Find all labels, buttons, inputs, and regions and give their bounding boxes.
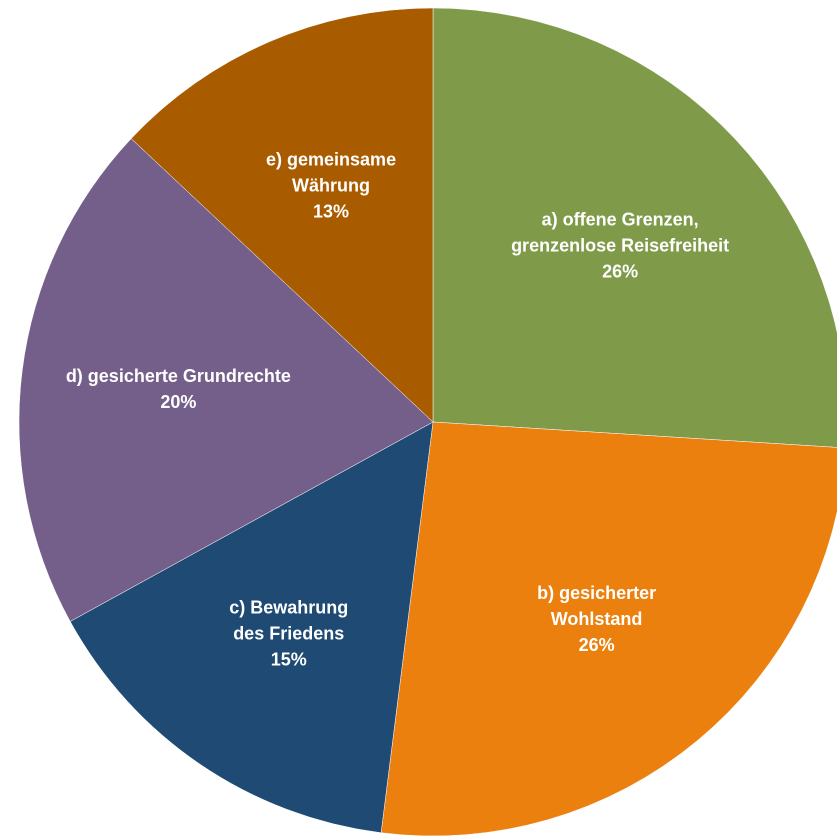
slice-value-label: 20% bbox=[160, 392, 196, 412]
slice-category-line: e) gemeinsame bbox=[266, 149, 396, 169]
slice-category: a) offene Grenzen, grenzenlose Reisefreih… bbox=[511, 209, 729, 255]
slice-category-line: des Friedens bbox=[233, 623, 344, 643]
pie-slice bbox=[130, 7, 434, 423]
pie-slice bbox=[69, 421, 434, 834]
slice-value-label: 13% bbox=[313, 201, 349, 221]
slice-category-line: a) offene Grenzen, bbox=[542, 209, 699, 229]
pie-slice bbox=[380, 421, 837, 837]
slice-label: e) gemeinsame Währung 13% bbox=[266, 149, 396, 221]
slice-category-line: b) gesicherter bbox=[537, 583, 656, 603]
slice-category: e) gemeinsame Währung bbox=[266, 149, 396, 195]
pie-slice bbox=[18, 138, 434, 622]
slice-category-line: Währung bbox=[292, 175, 370, 195]
slice-category-line: Wohlstand bbox=[551, 609, 643, 629]
slice-category-line: grenzenlose Reisefreiheit bbox=[511, 235, 729, 255]
pie-slice bbox=[432, 7, 837, 448]
slice-category-line: d) gesicherte Grundrechte bbox=[66, 366, 291, 386]
slice-category: d) gesicherte Grundrechte bbox=[66, 366, 291, 386]
slice-category: c) Bewahrung des Friedens bbox=[229, 597, 348, 643]
slice-category-line: c) Bewahrung bbox=[229, 597, 348, 617]
slice-label: b) gesicherter Wohlstand 26% bbox=[537, 583, 656, 655]
slice-value-label: 26% bbox=[579, 635, 615, 655]
slice-value-label: 15% bbox=[271, 649, 307, 669]
slice-value-label: 26% bbox=[602, 261, 638, 281]
slice-label: d) gesicherte Grundrechte 20% bbox=[66, 366, 291, 412]
slice-label: a) offene Grenzen, grenzenlose Reisefreih… bbox=[511, 209, 729, 281]
slice-label: c) Bewahrung des Friedens 15% bbox=[229, 597, 348, 669]
slice-category: b) gesicherter Wohlstand bbox=[537, 583, 656, 629]
